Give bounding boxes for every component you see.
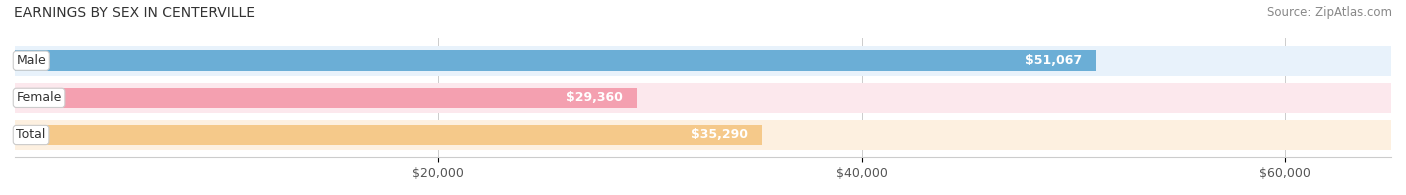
Bar <box>15 88 637 108</box>
Bar <box>15 125 762 145</box>
Bar <box>15 46 1391 75</box>
Text: Female: Female <box>17 91 62 104</box>
Bar <box>15 120 1391 150</box>
Text: Source: ZipAtlas.com: Source: ZipAtlas.com <box>1267 6 1392 19</box>
Bar <box>15 51 1097 71</box>
Text: $35,290: $35,290 <box>692 129 748 142</box>
Text: $51,067: $51,067 <box>1025 54 1083 67</box>
Text: Total: Total <box>17 129 46 142</box>
Text: $29,360: $29,360 <box>565 91 623 104</box>
Bar <box>15 83 1391 113</box>
Text: EARNINGS BY SEX IN CENTERVILLE: EARNINGS BY SEX IN CENTERVILLE <box>14 6 254 20</box>
Text: Male: Male <box>17 54 46 67</box>
